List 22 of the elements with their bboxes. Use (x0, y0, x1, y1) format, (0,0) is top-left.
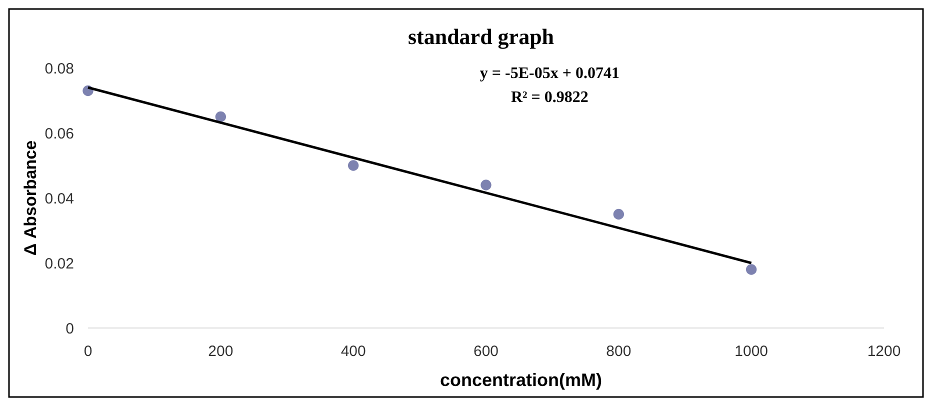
point (613, 208, 624, 220)
point (215, 111, 226, 122)
x-tick-label: 1200 (867, 343, 901, 360)
y-tick-label: 0 (66, 320, 74, 338)
x-tick-label: 200 (208, 343, 234, 360)
y-tick-label: 0.02 (44, 255, 74, 272)
point (348, 160, 359, 171)
x-tick-label: 0 (84, 343, 92, 360)
chart-title: standard graph (408, 24, 554, 49)
x-tick-label: 600 (473, 343, 499, 360)
y-tick-label: 0.08 (44, 60, 74, 78)
y-axis-title: Δ Absorbance (21, 140, 40, 256)
x-tick-label: 800 (606, 343, 632, 360)
y-tick-label: 0.06 (44, 125, 74, 142)
point (480, 180, 492, 190)
point (746, 264, 757, 275)
x-tick-label: 1000 (734, 343, 768, 360)
x-axis-title: concentration(mM) (440, 370, 602, 390)
annotation: R² = 0.9822 (510, 89, 588, 106)
annotation: y = -5E-05x + 0.0741 (480, 65, 620, 82)
y-tick-label: 0.04 (44, 190, 74, 208)
x-tick-label: 400 (340, 343, 366, 360)
